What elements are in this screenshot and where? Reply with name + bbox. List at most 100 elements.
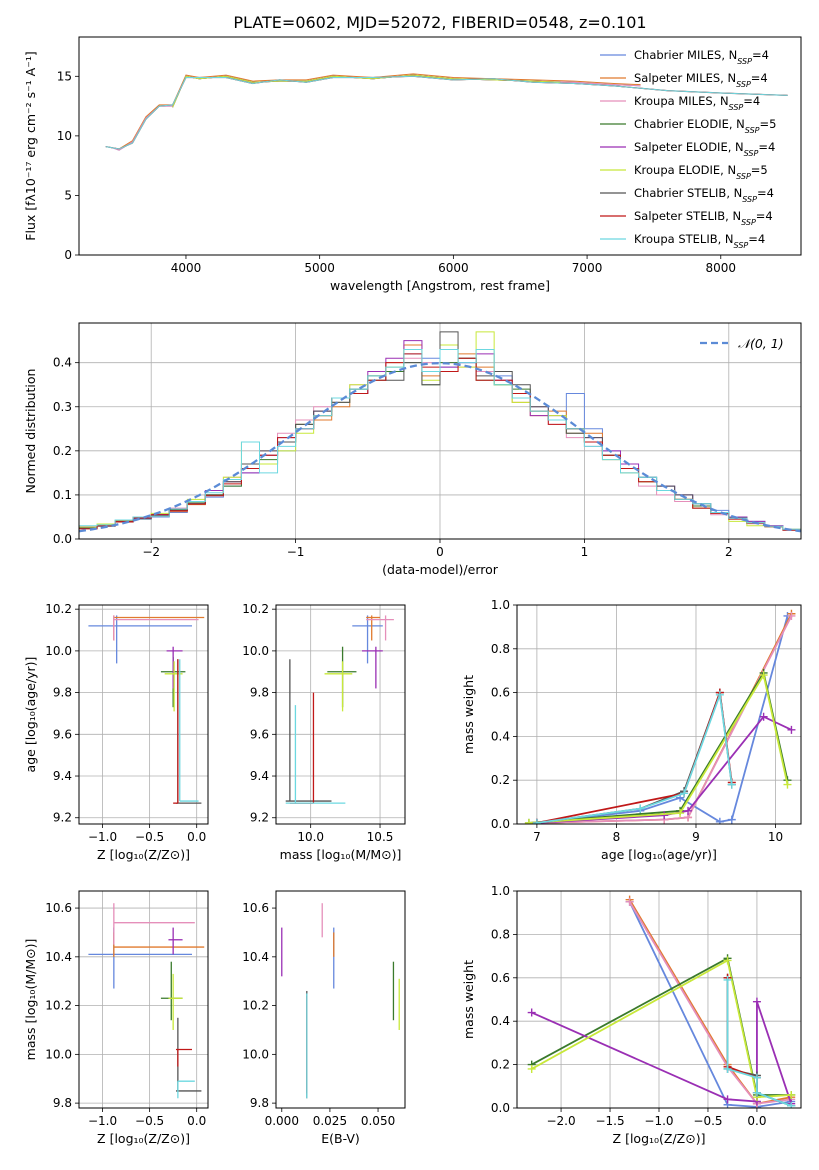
- y-tick-label: 0.8: [491, 642, 510, 656]
- x-tick-label: −2.0: [546, 1114, 575, 1128]
- y-tick-label: 10.0: [242, 644, 269, 658]
- x-tick-label: 0.050: [361, 1114, 395, 1128]
- y-tick-label: 0.6: [491, 971, 510, 985]
- x-axis-label: Z [log₁₀(Z/Z⊙)]: [613, 1131, 706, 1146]
- y-axis-label: mass weight: [461, 675, 476, 754]
- panel-massweight-vs-Z: −2.0 −1.5 −1.0 −0.5 0.0 0.0 0.2 0.4 0.6 0.8 1.0 Z […: [461, 884, 802, 1146]
- weight-series-line: [531, 959, 792, 1099]
- weight-series-line: [536, 615, 793, 824]
- weight-marker: [752, 1073, 761, 1082]
- x-tick-label: 1: [581, 545, 589, 559]
- y-tick-label: 0.3: [53, 400, 72, 414]
- x-axis-label: (data-model)/error: [382, 562, 499, 577]
- y-tick-label: 1.0: [491, 884, 510, 898]
- y-tick-label: 0.2: [53, 444, 72, 458]
- y-tick-label: 10.6: [45, 901, 72, 915]
- spectrum-series-line: [105, 75, 788, 150]
- x-tick-label: −0.5: [135, 830, 164, 844]
- weight-marker: [723, 975, 732, 984]
- panel-age-vs-Z: −1.0 −0.5 0.0 9.2 9.4 9.6 9.8 10.0 10.2 Z [log₁₀(…: [23, 602, 209, 862]
- axes-frame: [516, 604, 802, 825]
- weight-marker: [715, 817, 724, 824]
- y-tick-label: 10.6: [242, 901, 269, 915]
- y-tick-label: 1.0: [491, 598, 510, 612]
- legend-entry: 𝒩(0, 1): [738, 336, 784, 351]
- panel-mass-vs-Z: −1.0 −0.5 0.0 9.8 10.0 10.2 10.4 10.6 Z [log₁₀(Z…: [23, 890, 209, 1146]
- y-tick-label: 10.0: [45, 644, 72, 658]
- weight-marker: [787, 1090, 796, 1099]
- weight-series-line: [628, 901, 792, 1108]
- y-tick-label: 10.2: [45, 999, 72, 1013]
- x-tick-label: 6000: [438, 261, 469, 275]
- axes-frame: [78, 604, 209, 825]
- y-tick-label: 9.6: [250, 727, 269, 741]
- y-tick-label: 10.2: [45, 602, 72, 616]
- weight-marker: [680, 789, 689, 798]
- weight-series-line: [536, 615, 789, 824]
- weight-marker: [723, 1064, 732, 1073]
- x-tick-label: 0: [436, 545, 444, 559]
- x-axis-label: age [log₁₀(age/yr)]: [601, 847, 717, 862]
- plot-area: [524, 609, 796, 824]
- panel-mass-vs-EBV: 0.000 0.025 0.050 9.8 10.0 10.2 10.4 10.6 E(B-V): [242, 890, 406, 1146]
- x-tick-label: 7: [533, 830, 541, 844]
- spectrum-legend: Chabrier MILES, NSSP=4 Salpeter MILES, NS…: [600, 48, 776, 250]
- x-tick-label: 5000: [304, 261, 335, 275]
- y-tick-label: 0.4: [53, 356, 72, 370]
- x-tick-label: 0.000: [265, 1114, 299, 1128]
- y-tick-label: 5: [64, 188, 72, 202]
- weight-marker: [684, 806, 693, 815]
- x-tick-label: 4000: [171, 261, 202, 275]
- x-tick-label: −1.0: [644, 1114, 673, 1128]
- weight-marker: [783, 780, 792, 789]
- y-axis-label: age [log₁₀(age/yr)]: [23, 657, 38, 773]
- figure-title: PLATE=0602, MJD=52072, FIBERID=0548, z=0…: [233, 13, 646, 32]
- x-tick-label: 2: [725, 545, 733, 559]
- weight-marker: [787, 1101, 796, 1108]
- y-tick-label: 0: [64, 248, 72, 262]
- weight-marker: [715, 690, 724, 699]
- y-tick-label: 10.0: [45, 1047, 72, 1061]
- x-tick-label: 10.0: [297, 830, 324, 844]
- y-tick-label: 9.6: [53, 727, 72, 741]
- plot-area: [79, 331, 801, 539]
- weight-marker: [636, 804, 645, 813]
- y-tick-label: 15: [57, 69, 72, 83]
- y-tick-label: 10.4: [45, 950, 72, 964]
- y-tick-label: 9.8: [250, 686, 269, 700]
- y-tick-label: 0.2: [491, 1058, 510, 1072]
- normal-curve: [79, 361, 801, 533]
- y-tick-label: 0.0: [53, 532, 72, 546]
- plot-area: [527, 895, 796, 1108]
- axes-frame: [275, 890, 406, 1109]
- weight-marker: [752, 1088, 761, 1097]
- y-tick-label: 9.8: [250, 1096, 269, 1110]
- panel-age-vs-mass: 10.0 10.5 9.2 9.4 9.6 9.8 10.0 10.2 mass [log₁₀(…: [242, 602, 406, 862]
- legend-entry: Salpeter ELODIE, NSSP=4: [634, 140, 775, 158]
- axes-frame: [78, 890, 209, 1109]
- weight-marker: [532, 818, 541, 824]
- y-tick-label: 0.0: [491, 1101, 510, 1115]
- weight-marker: [759, 712, 768, 721]
- y-tick-label: 10.2: [242, 999, 269, 1013]
- axes-frame: [275, 604, 406, 825]
- legend-entry: Kroupa ELODIE, NSSP=5: [634, 163, 768, 181]
- x-tick-label: 0.0: [747, 1114, 766, 1128]
- plot-area: [281, 903, 400, 1099]
- legend-entry: Salpeter STELIB, NSSP=4: [634, 209, 773, 227]
- y-tick-label: 0.2: [491, 773, 510, 787]
- weight-marker: [727, 815, 736, 824]
- y-tick-label: 0.4: [491, 1014, 510, 1028]
- x-tick-label: 10: [768, 830, 783, 844]
- x-tick-label: 0.025: [313, 1114, 347, 1128]
- x-tick-label: 8: [613, 830, 621, 844]
- x-tick-label: 9: [692, 830, 700, 844]
- x-tick-label: −1: [287, 545, 305, 559]
- y-tick-label: 10.2: [242, 602, 269, 616]
- x-tick-label: 8000: [706, 261, 737, 275]
- y-tick-label: 10.4: [242, 950, 269, 964]
- panel-massweight-vs-age: 7 8 9 10 0.0 0.2 0.4 0.6 0.8 1.0 age [log₁₀(age/yr…: [461, 598, 802, 862]
